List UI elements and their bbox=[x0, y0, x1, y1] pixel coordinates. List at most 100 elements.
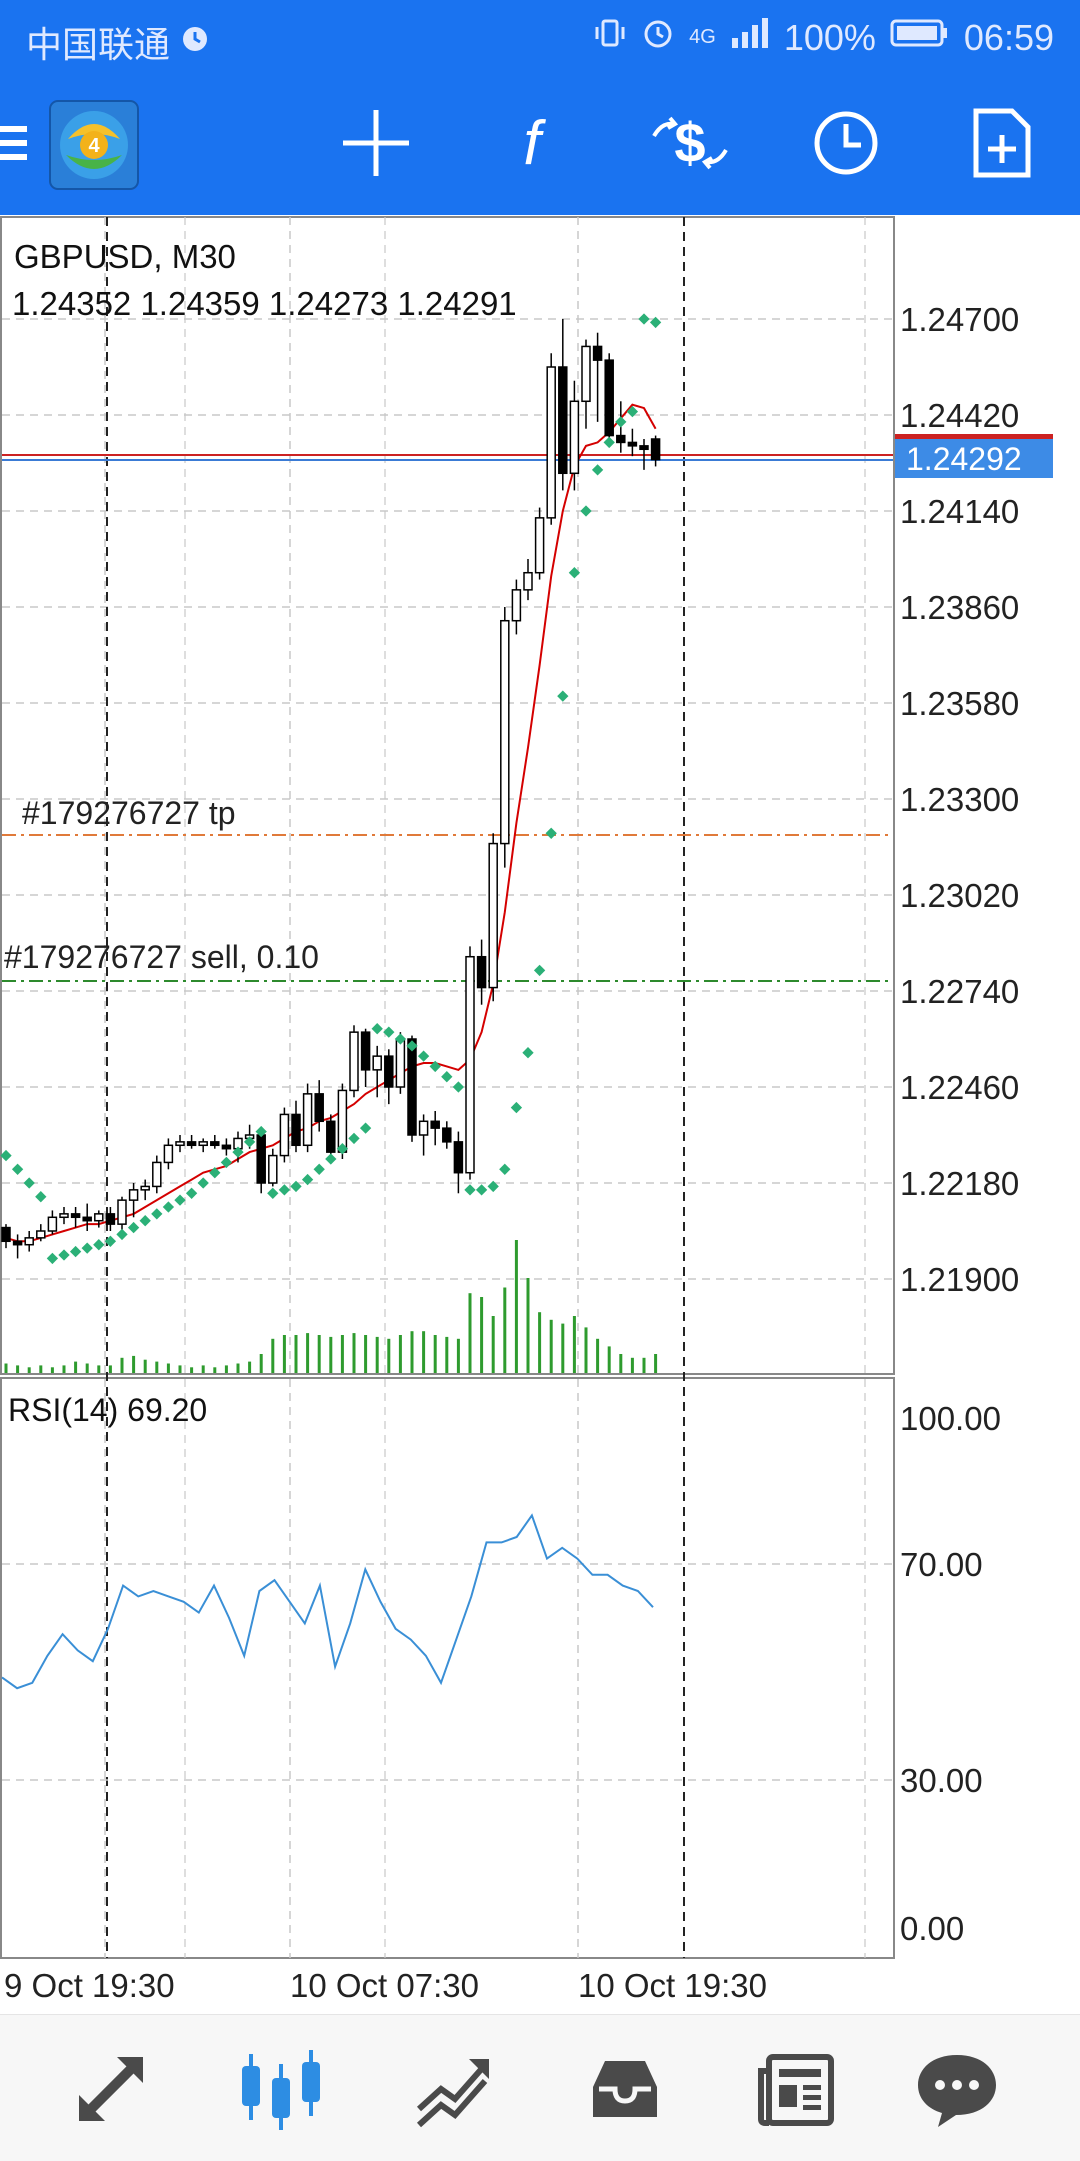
candle bbox=[534, 507, 545, 580]
svg-text:4: 4 bbox=[88, 135, 100, 157]
price-axis-label: 1.23300 bbox=[900, 781, 1019, 818]
candle bbox=[94, 1210, 104, 1228]
svg-text:f: f bbox=[523, 109, 546, 178]
sar-dot bbox=[209, 1167, 221, 1179]
alarm-clock-icon bbox=[641, 16, 675, 59]
sar-dot bbox=[116, 1228, 128, 1241]
candle bbox=[47, 1210, 58, 1235]
volume-bar bbox=[491, 1316, 495, 1373]
sar-dot bbox=[139, 1215, 151, 1227]
candle bbox=[639, 439, 649, 470]
sar-dot bbox=[58, 1249, 70, 1261]
candle bbox=[627, 428, 638, 457]
sar-dot bbox=[151, 1208, 163, 1220]
alarm-icon bbox=[178, 21, 212, 64]
price-axis-label: 1.24420 bbox=[900, 397, 1019, 434]
candle bbox=[372, 1045, 382, 1098]
price-chart[interactable]: 1.24700 1.24420 1.24140 1.23860 1.23580 1.233… bbox=[0, 215, 1080, 2010]
volume-bar bbox=[120, 1357, 124, 1373]
volume-bar bbox=[340, 1335, 344, 1373]
sar-dot bbox=[464, 1184, 476, 1196]
app-logo[interactable]: 4 bbox=[46, 97, 142, 193]
sar-dot bbox=[243, 1136, 256, 1148]
volume-bar bbox=[445, 1336, 449, 1373]
candle bbox=[581, 339, 591, 429]
vibrate-icon bbox=[593, 16, 627, 59]
candle bbox=[453, 1131, 464, 1194]
new-document-icon[interactable] bbox=[952, 93, 1052, 193]
menu-icon[interactable] bbox=[0, 93, 40, 193]
trade-lines-icon[interactable] bbox=[398, 2039, 508, 2139]
volume-bar bbox=[352, 1333, 356, 1373]
sar-dot bbox=[475, 1184, 488, 1196]
candle bbox=[256, 1131, 266, 1194]
news-icon[interactable] bbox=[742, 2039, 852, 2139]
candle bbox=[465, 946, 475, 1180]
volume-bar bbox=[236, 1363, 240, 1373]
volume-bar bbox=[271, 1338, 275, 1373]
sar-dot bbox=[580, 505, 592, 517]
sar-dot bbox=[325, 1153, 337, 1165]
order-sell-label: #179276727 sell, 0.10 bbox=[4, 939, 319, 975]
volume-bar bbox=[364, 1335, 368, 1373]
indicator-f-icon[interactable]: f bbox=[482, 93, 582, 193]
volume-bar bbox=[4, 1363, 8, 1373]
volume-bar bbox=[503, 1287, 507, 1373]
chart-symbol: GBPUSD, M30 bbox=[14, 238, 236, 275]
price-axis-label: 1.24140 bbox=[900, 493, 1019, 530]
rsi-axis-label: 70.00 bbox=[900, 1546, 983, 1583]
chat-icon[interactable] bbox=[902, 2039, 1012, 2139]
bid-line-marker bbox=[895, 434, 1053, 439]
chart-candles-icon[interactable] bbox=[226, 2039, 336, 2139]
candle bbox=[476, 939, 487, 1005]
sar-dot bbox=[417, 1050, 430, 1062]
candle bbox=[546, 353, 556, 525]
volume-bar bbox=[155, 1361, 159, 1373]
candle bbox=[24, 1231, 34, 1252]
volume-bar bbox=[224, 1365, 228, 1373]
candle bbox=[384, 1049, 394, 1105]
volume-bar bbox=[607, 1346, 611, 1373]
candle bbox=[175, 1135, 185, 1153]
sar-dot bbox=[615, 416, 627, 428]
bottom-navigation bbox=[0, 2014, 1080, 2161]
candle bbox=[36, 1224, 46, 1242]
candle bbox=[210, 1135, 220, 1149]
price-axis-label: 1.22460 bbox=[900, 1069, 1019, 1106]
sar-dot bbox=[278, 1184, 291, 1196]
volume-bar bbox=[108, 1365, 112, 1373]
price-axis-label: 1.22740 bbox=[900, 973, 1019, 1010]
sar-dot bbox=[23, 1177, 35, 1189]
quotes-arrows-icon[interactable] bbox=[56, 2039, 166, 2139]
volume-bar bbox=[561, 1323, 565, 1373]
candle bbox=[70, 1207, 81, 1228]
candle bbox=[430, 1111, 440, 1146]
sar-dot bbox=[290, 1180, 302, 1193]
volume-bar bbox=[259, 1354, 263, 1373]
candle bbox=[349, 1025, 359, 1098]
current-price-tag bbox=[895, 438, 1053, 478]
time-axis-label: 10 Oct 07:30 bbox=[290, 1967, 479, 2004]
battery-icon bbox=[890, 16, 950, 59]
trade-dollar-icon[interactable]: $ bbox=[640, 93, 740, 193]
sar-dot bbox=[185, 1187, 198, 1199]
history-inbox-icon[interactable] bbox=[570, 2039, 680, 2139]
crosshair-icon[interactable] bbox=[326, 93, 426, 193]
volume-bar bbox=[630, 1357, 634, 1373]
candle bbox=[488, 833, 498, 1002]
chart-area[interactable]: 1.24700 1.24420 1.24140 1.23860 1.23580 1.233… bbox=[0, 215, 1080, 2010]
candle bbox=[117, 1196, 127, 1231]
clock-icon[interactable] bbox=[796, 93, 896, 193]
volume-bar bbox=[584, 1327, 588, 1373]
volume-bar bbox=[132, 1355, 136, 1373]
top-toolbar: 4 f $ bbox=[0, 75, 1080, 215]
volume-bar bbox=[317, 1335, 321, 1373]
candle bbox=[163, 1138, 174, 1170]
volume-bar bbox=[433, 1335, 437, 1373]
sar-dot bbox=[638, 313, 650, 325]
rsi-label: RSI(14) 69.20 bbox=[8, 1392, 207, 1428]
sar-dot bbox=[441, 1071, 453, 1083]
volume-bar bbox=[62, 1365, 66, 1373]
sar-dot bbox=[591, 464, 604, 476]
volume-bar bbox=[74, 1361, 78, 1373]
